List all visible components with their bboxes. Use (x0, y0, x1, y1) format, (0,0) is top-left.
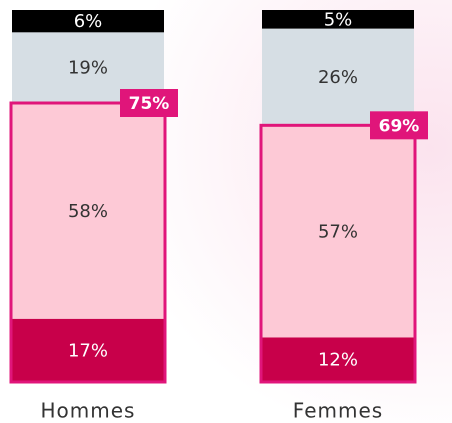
highlight-label: 69% (379, 116, 420, 136)
bar-segment (12, 103, 164, 319)
segment-label: 17% (68, 340, 108, 361)
highlight-box (259, 123, 417, 384)
highlight-box (9, 101, 167, 384)
bar-segment (262, 337, 414, 382)
bar-segment (12, 10, 164, 33)
category-label: Hommes (41, 399, 136, 423)
highlight-badge (120, 89, 178, 117)
bar-segment (12, 318, 164, 382)
bar-segment (262, 125, 414, 338)
bar-segment (262, 10, 414, 29)
segment-label: 5% (324, 9, 353, 30)
segment-label: 57% (318, 221, 358, 242)
segment-label: 58% (68, 201, 108, 222)
highlight-badge (370, 111, 428, 140)
segment-label: 19% (68, 58, 108, 79)
segment-label: 12% (318, 350, 358, 371)
segment-label: 26% (318, 67, 358, 88)
bar-segment (262, 28, 414, 126)
highlight-label: 75% (129, 94, 170, 114)
category-label: Femmes (293, 399, 383, 423)
segment-label: 6% (74, 11, 103, 32)
